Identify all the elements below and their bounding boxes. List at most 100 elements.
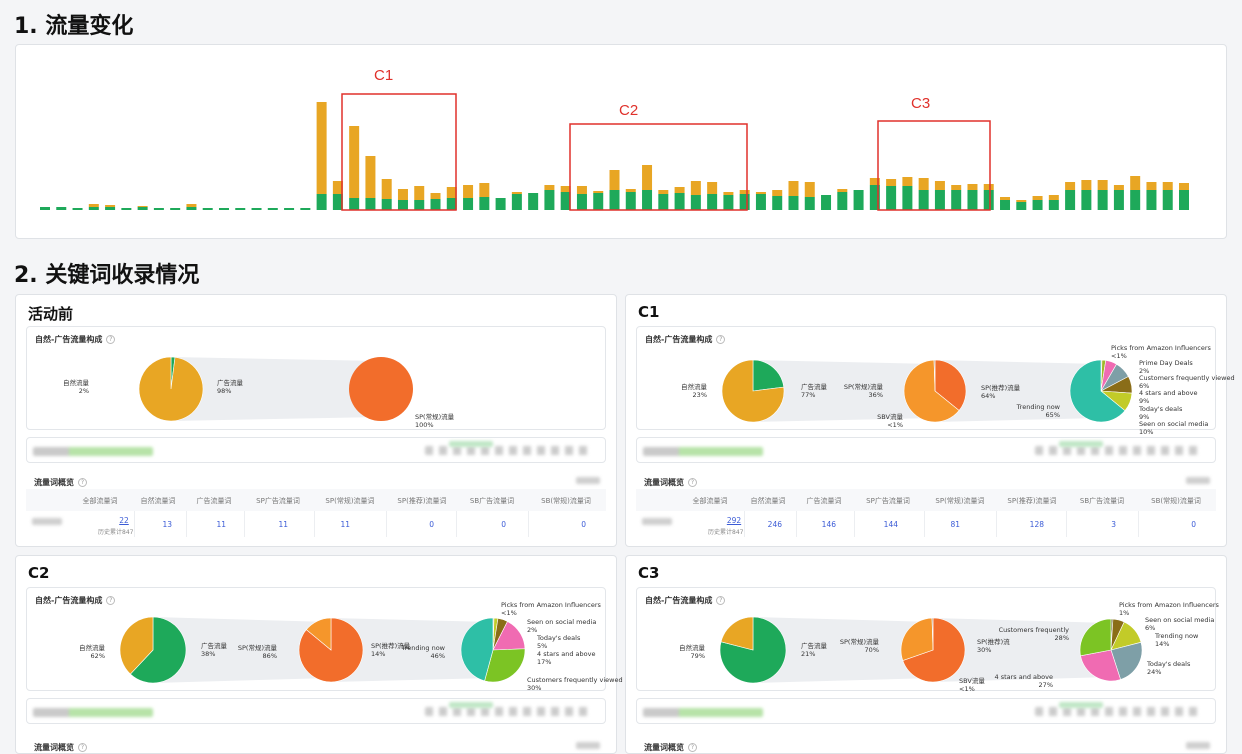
help-icon[interactable]: ? bbox=[106, 335, 116, 344]
pie-recommend-label: 4 stars and above 17% bbox=[537, 650, 596, 666]
pie-recommend-label: 4 stars and above 27% bbox=[994, 673, 1053, 689]
pie-sp-slice bbox=[305, 617, 332, 651]
pie-sp-slice bbox=[900, 617, 934, 661]
pie-recommend-label: Customers frequently viewed 30% bbox=[527, 676, 623, 692]
pie-sp-slice bbox=[933, 359, 936, 392]
pie-recommend-slice bbox=[1069, 359, 1126, 423]
pie-recommend-label: Trending now 46% bbox=[401, 644, 445, 660]
table-cell-link[interactable]: 22 bbox=[119, 516, 129, 525]
bar-natural bbox=[72, 208, 83, 210]
bar-natural bbox=[707, 194, 718, 210]
bar-ad bbox=[951, 185, 962, 190]
pie-recommend-label: Picks from Amazon Influencers <1% bbox=[501, 601, 601, 617]
composition-panel: 自然-广告流量构成? 自然流量 23% 广告流量 77% SP(常规)流量 36% SP(推荐… bbox=[636, 326, 1235, 436]
pie-natural-ad-slice bbox=[138, 356, 204, 422]
pie-natural-ad-label: 广告流量 38% bbox=[201, 642, 227, 658]
pie-sp-label: SP(常规)流量 100% bbox=[415, 413, 455, 429]
blurred-text bbox=[576, 477, 600, 484]
bar-natural bbox=[821, 195, 832, 210]
help-icon[interactable]: ? bbox=[716, 335, 726, 344]
blurred-text bbox=[425, 446, 593, 455]
bar-natural bbox=[414, 200, 425, 210]
highlight-box-c2 bbox=[569, 123, 748, 211]
overview-title: 流量词概览? bbox=[34, 742, 87, 753]
bar-natural bbox=[788, 196, 799, 210]
table-header: 全部流量词 bbox=[82, 497, 118, 505]
bar-ad bbox=[316, 102, 327, 194]
table-cell-link[interactable]: 292 bbox=[726, 516, 742, 525]
pie-recommend-slice bbox=[460, 617, 494, 682]
pie-natural-ad-label: 自然流量 79% bbox=[679, 644, 705, 660]
table-history-note: 历史累计847 bbox=[98, 529, 134, 536]
bar-ad bbox=[1000, 197, 1011, 200]
help-icon[interactable]: ? bbox=[688, 478, 697, 487]
bar-natural bbox=[316, 194, 327, 210]
bar-natural bbox=[1162, 190, 1173, 210]
table-cell: 0 bbox=[581, 520, 586, 529]
bar-natural bbox=[967, 190, 978, 210]
bar-natural bbox=[1065, 190, 1076, 210]
highlight-box-c1 bbox=[341, 93, 457, 211]
table-header: 全部流量词 bbox=[692, 497, 728, 505]
composition-panel: 自然-广告流量构成? 自然流量 79% 广告流量 21% SP(常规)流量 70% SP(推荐… bbox=[636, 587, 1219, 693]
pie-natural-ad-slice bbox=[119, 616, 154, 675]
bar-ad bbox=[511, 192, 522, 194]
bar-ad bbox=[983, 184, 994, 190]
overview-title: 流量词概览? bbox=[34, 477, 87, 488]
table-header: SP(常规)流量词 bbox=[935, 497, 985, 505]
pie-natural-ad-label: 自然流量 23% bbox=[681, 383, 707, 399]
pie-recommend-slice bbox=[1079, 618, 1112, 657]
bar-ad bbox=[1130, 176, 1141, 190]
pie-natural-ad-slice bbox=[720, 616, 754, 651]
bar-ad bbox=[739, 190, 750, 194]
bar-ad bbox=[593, 191, 604, 193]
pie-sp-label: SP(常规)流量 86% bbox=[237, 644, 277, 660]
bar-natural bbox=[153, 208, 164, 210]
pie-recommend-slice bbox=[1110, 641, 1143, 680]
bar-natural bbox=[593, 193, 604, 210]
help-icon[interactable]: ? bbox=[106, 596, 116, 605]
table-history-note: 历史累计847 bbox=[708, 529, 744, 536]
bar-ad bbox=[349, 126, 360, 198]
table-header: SP(推荐)流量词 bbox=[397, 497, 447, 505]
bar-natural bbox=[56, 207, 67, 210]
composition-pies bbox=[119, 616, 526, 684]
bar-ad bbox=[1065, 182, 1076, 190]
pie-recommend-label: Picks from Amazon Influencers 1% bbox=[1119, 601, 1219, 617]
blurred-text bbox=[1059, 702, 1103, 708]
bar-natural bbox=[300, 208, 311, 210]
bar-ad bbox=[137, 206, 148, 207]
pie-sp-slice bbox=[934, 359, 967, 411]
bar-natural bbox=[658, 194, 669, 210]
table-header: SB(常规)流量词 bbox=[541, 497, 591, 505]
help-icon[interactable]: ? bbox=[78, 743, 87, 752]
panel-title: C3 bbox=[638, 564, 660, 582]
pie-sp-label: SP(推荐)流量 14% bbox=[371, 642, 411, 658]
bar-ad bbox=[381, 179, 392, 199]
table-cell: 0 bbox=[1191, 520, 1196, 529]
bar-natural bbox=[609, 190, 620, 210]
bar-ad bbox=[1048, 195, 1059, 200]
bar-natural bbox=[511, 194, 522, 210]
bar-ad bbox=[642, 165, 653, 190]
table-cell: 11 bbox=[216, 520, 226, 529]
help-icon[interactable]: ? bbox=[688, 743, 697, 752]
product-strip bbox=[636, 437, 1216, 463]
pie-natural-ad-label: 广告流量 77% bbox=[801, 383, 827, 399]
bar-natural bbox=[739, 194, 750, 210]
overview-title: 流量词概览? bbox=[644, 742, 697, 753]
table-cell: 246 bbox=[767, 520, 782, 529]
help-icon[interactable]: ? bbox=[78, 478, 87, 487]
table-cell: 11 bbox=[340, 520, 350, 529]
bar-ad bbox=[414, 186, 425, 200]
pie-sp-slice bbox=[903, 359, 960, 423]
blurred-text bbox=[449, 441, 493, 447]
bar-natural bbox=[349, 198, 360, 210]
bar-natural bbox=[625, 192, 636, 210]
table-header: SP(常规)流量词 bbox=[325, 497, 375, 505]
help-icon[interactable]: ? bbox=[716, 596, 726, 605]
bar-ad bbox=[934, 181, 945, 190]
bar-natural bbox=[951, 190, 962, 210]
bar-natural bbox=[1016, 202, 1027, 210]
highlight-box-c3 bbox=[877, 120, 991, 211]
